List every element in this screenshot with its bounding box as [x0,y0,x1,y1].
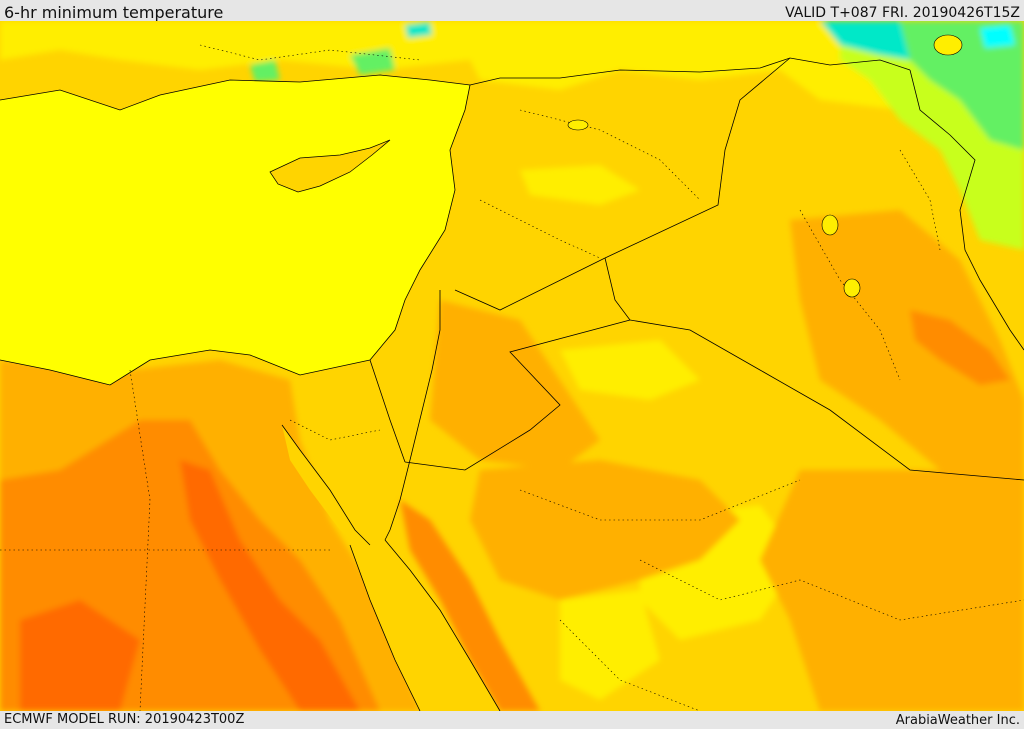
lakes [567,34,963,298]
map-lines [0,57,1024,711]
iraq-saudi-border [629,319,1024,481]
very-hot-zone-egypt-south [20,600,140,711]
boundary-saudi-1 [519,479,801,521]
cool-zone-green [870,21,1024,150]
hot-spot-iraq [910,310,1010,385]
jordan-rift [409,290,441,461]
cold-spot [980,25,1015,48]
lake-razzaza [843,278,861,298]
boundary-syria-1 [519,109,701,201]
gulf-of-suez [282,425,370,552]
iraq-iran-border [909,69,1024,351]
mild-patch-arabia-south [560,590,660,700]
cool-patch-turkey [350,48,395,75]
lake-iran [933,34,963,56]
boundary-egypt-lon [129,369,151,711]
boundary-iraq-2 [899,149,941,251]
boundary-saudi-3 [559,619,701,711]
model-run: ECMWF MODEL RUN: 20190423T00Z [4,712,245,727]
egypt-coastline [0,349,371,386]
red-sea [350,540,500,711]
warm-zone-iraq [790,210,1024,480]
cool-zone-cyan [820,21,910,60]
map-title: 6-hr minimum temperature [4,3,224,22]
footer-bar: ECMWF MODEL RUN: 20190423T00Z ArabiaWeat… [0,711,1024,729]
cool-patch-turkey-west [250,60,280,82]
temperature-fields [0,21,1024,711]
lake-assad [567,119,589,131]
mild-patch-syria [520,165,640,205]
warm-zone-jordan [430,300,600,470]
syria-iraq-border [604,57,791,259]
levant-coastline [369,84,471,361]
very-hot-zone-nile [180,460,360,711]
boundary-saudi-2 [639,559,1024,621]
turkey-syria-border [469,57,911,86]
red-sea-west-coast [349,544,421,711]
warm-zone-saudi [470,460,740,600]
lake-tharthar [821,214,839,236]
jordan-iraq-border [404,257,631,471]
cyprus [269,139,391,193]
turkey-coastline [0,74,471,111]
mild-zone-north [0,21,1024,150]
mild-patch-jordan [560,340,700,400]
boundary-sinai [289,419,381,441]
aqaba-coastline [384,459,411,541]
warm-zone-southeast [760,470,1024,711]
red-sea-east-coast [384,539,501,711]
hot-zone-hejaz [400,500,540,711]
header-bar: 6-hr minimum temperature VALID T+087 FRI… [0,0,1024,22]
internal-boundaries [0,44,1024,711]
suez-coastline [281,424,371,546]
valid-time: VALID T+087 FRI. 20190426T15Z [785,5,1020,21]
jordan-north-border [454,257,606,311]
egypt-israel-border [369,359,406,463]
boundary-iraq-1 [799,209,901,381]
cool-patch-north [405,22,432,38]
credit: ArabiaWeather Inc. [895,713,1020,728]
temperature-map [0,21,1024,711]
